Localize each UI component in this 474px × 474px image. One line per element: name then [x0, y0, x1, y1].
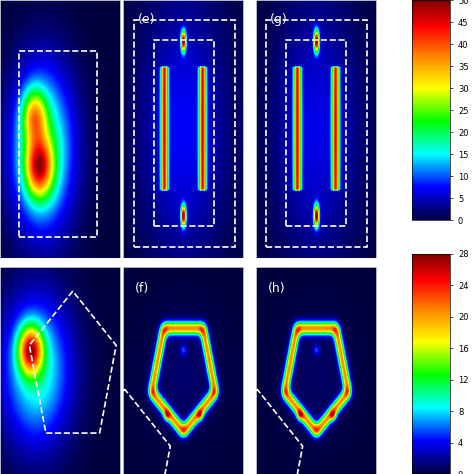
Bar — [19, 51, 97, 237]
Text: (f): (f) — [135, 282, 149, 295]
Text: (g): (g) — [270, 13, 288, 26]
Bar — [154, 40, 214, 226]
Bar — [286, 40, 346, 226]
Bar — [266, 19, 367, 247]
Bar — [134, 19, 235, 247]
Text: (h): (h) — [268, 282, 285, 295]
Text: (e): (e) — [137, 13, 155, 26]
